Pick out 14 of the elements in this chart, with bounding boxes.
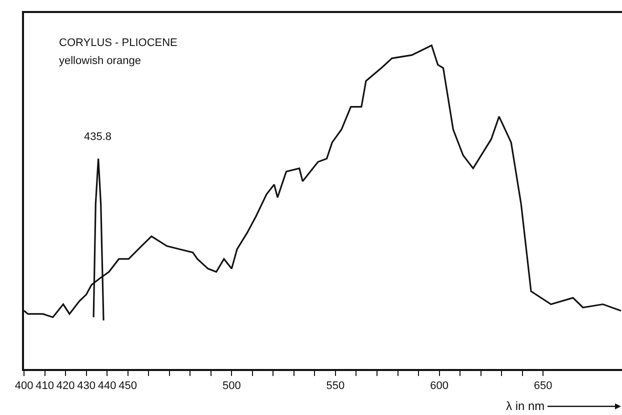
x-tick-label: 650: [534, 380, 552, 392]
x-axis-title: λ in nm: [506, 399, 545, 413]
x-tick-label: 600: [430, 380, 448, 392]
x-tick-label: 420: [56, 380, 75, 392]
chart-title: CORYLUS - PLIOCENE: [59, 37, 178, 49]
x-tick-label: 450: [118, 380, 137, 392]
x-tick-label: 550: [326, 380, 345, 392]
x-tick-label: 440: [98, 380, 116, 392]
annotation: 435.8: [84, 131, 112, 143]
text: yellowish orange: [59, 55, 141, 67]
x-tick-label: 430: [77, 380, 96, 392]
x-tick-label: 410: [36, 380, 54, 392]
x-tick-label: 500: [222, 380, 241, 392]
x-tick-label: 400: [14, 380, 34, 392]
